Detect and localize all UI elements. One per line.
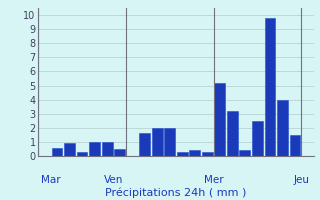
Bar (227, 111, 238, 156)
Bar (202, 152, 212, 156)
Bar (152, 128, 163, 156)
Bar (89, 142, 100, 156)
Bar (102, 142, 113, 156)
Bar (140, 133, 150, 156)
Text: Précipitations 24h ( mm ): Précipitations 24h ( mm ) (105, 188, 247, 198)
Text: Jeu: Jeu (293, 175, 309, 185)
Bar (164, 128, 175, 156)
Text: Ven: Ven (104, 175, 123, 185)
Text: Mer: Mer (204, 175, 223, 185)
Bar (114, 149, 125, 156)
Bar (277, 100, 288, 156)
Bar (177, 152, 188, 156)
Bar (77, 152, 87, 156)
Bar (239, 150, 250, 156)
Text: Mar: Mar (41, 175, 61, 185)
Bar (214, 83, 225, 156)
Bar (64, 143, 75, 156)
Bar (189, 150, 200, 156)
Bar (265, 18, 275, 156)
Bar (52, 148, 62, 156)
Bar (290, 135, 300, 156)
Bar (252, 121, 263, 156)
